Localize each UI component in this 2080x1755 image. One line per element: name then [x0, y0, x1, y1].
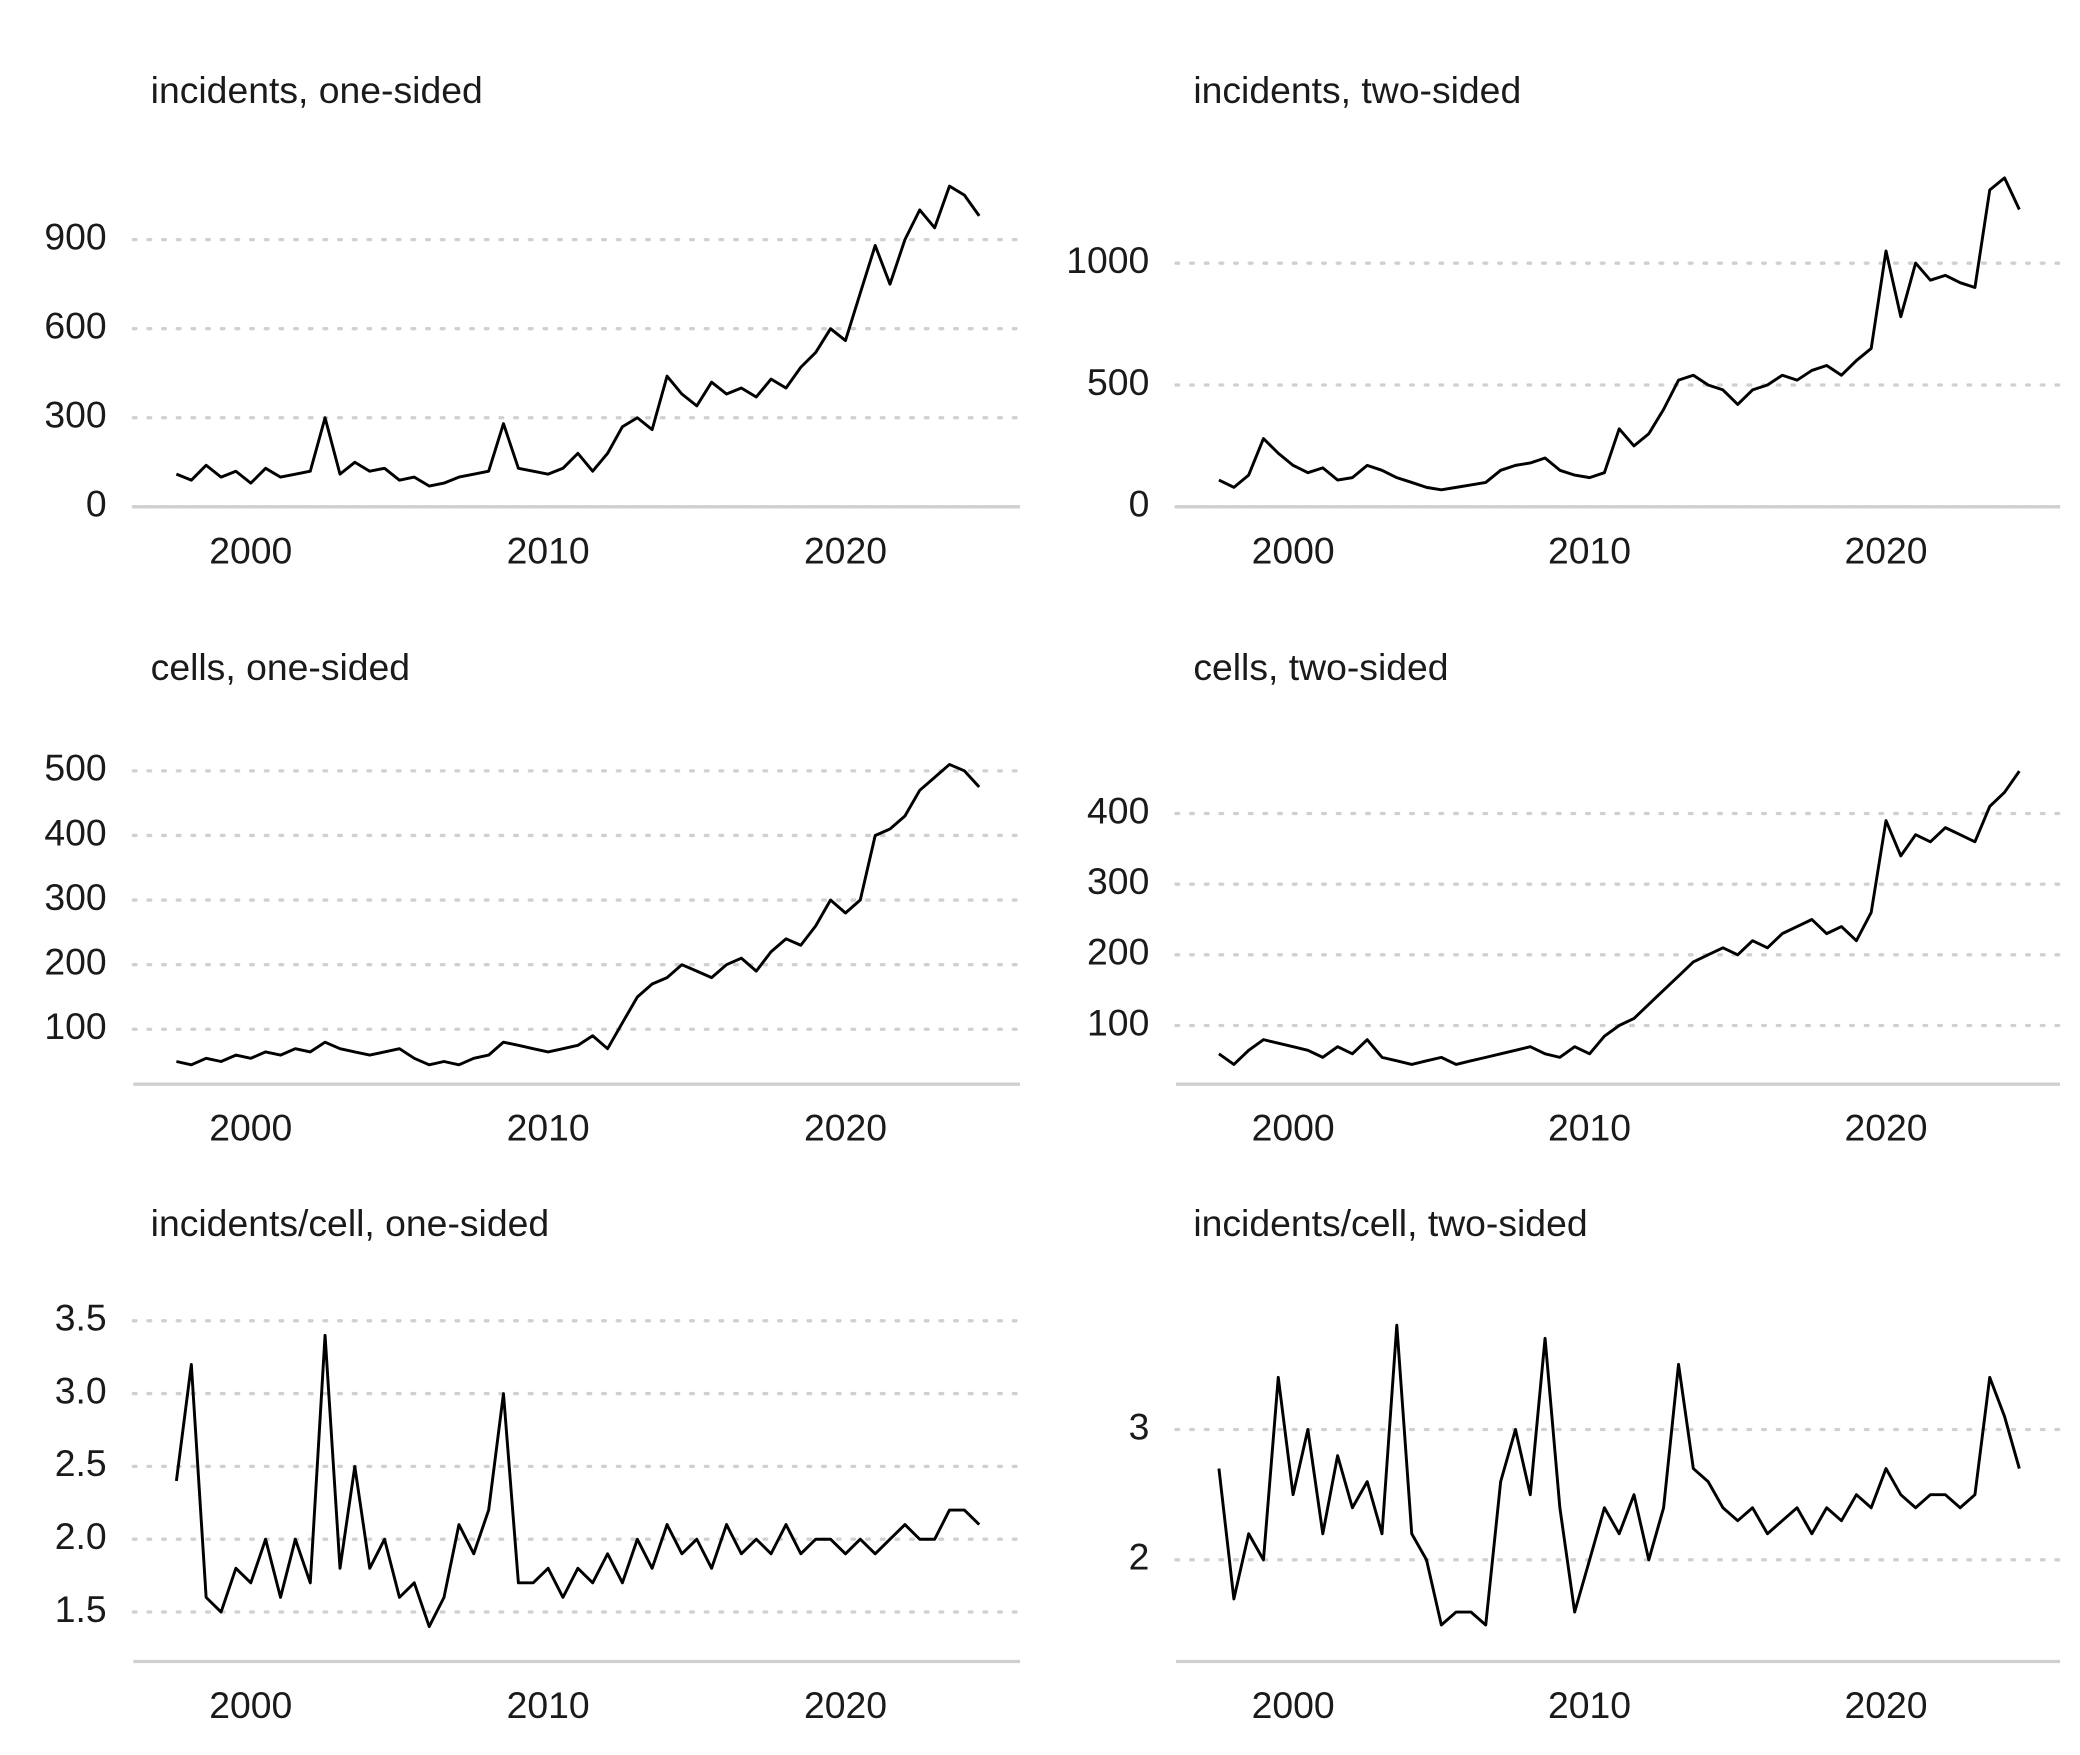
- x-tick-label: 2000: [209, 529, 292, 571]
- x-tick-label: 2020: [804, 1684, 887, 1726]
- panel-title-box: incidents/cell, two-sided: [1193, 1202, 1588, 1245]
- y-tick-label: 400: [44, 811, 106, 853]
- x-tick-label: 2010: [507, 529, 590, 571]
- y-tick-label: 2: [1129, 1536, 1150, 1578]
- data-line: [1217, 1323, 2021, 1627]
- x-tick-label: 2020: [804, 529, 887, 571]
- panel-title-box: cells, one-sided: [150, 646, 411, 689]
- y-tick-label: 3.0: [55, 1369, 107, 1411]
- data-line: [175, 184, 981, 488]
- panel-title-box: incidents, one-sided: [150, 69, 483, 111]
- y-tick-label: 600: [44, 305, 106, 347]
- panel-title: incidents/cell, one-sided: [150, 1202, 550, 1245]
- y-tick-label: 500: [44, 747, 106, 789]
- data-line: [1218, 770, 2021, 1066]
- y-tick-label: 900: [44, 215, 106, 257]
- panel-title: incidents, one-sided: [150, 69, 483, 111]
- x-tick-label: 2000: [1252, 529, 1335, 571]
- y-tick-label: 100: [1087, 1001, 1149, 1043]
- y-tick-label: 1000: [1066, 239, 1149, 281]
- panel-title-box: incidents/cell, one-sided: [150, 1202, 550, 1245]
- panel-title: cells, two-sided: [1193, 646, 1449, 689]
- y-tick-label: 200: [44, 941, 106, 983]
- y-tick-label: 3.5: [55, 1297, 107, 1339]
- x-tick-label: 2010: [1548, 529, 1631, 571]
- y-tick-label: 200: [1087, 931, 1149, 973]
- data-line: [1218, 176, 2021, 492]
- x-tick-label: 2020: [1844, 1684, 1927, 1726]
- x-tick-label: 2000: [209, 1107, 292, 1149]
- y-tick-label: 3: [1129, 1405, 1150, 1447]
- x-tick-label: 2010: [507, 1107, 590, 1149]
- y-tick-label: 2.0: [55, 1515, 107, 1557]
- panel-title: incidents, two-sided: [1193, 69, 1522, 111]
- y-tick-label: 1.5: [55, 1588, 107, 1630]
- data-line: [174, 1333, 981, 1629]
- x-tick-label: 2010: [507, 1684, 590, 1726]
- data-line: [176, 762, 981, 1067]
- x-tick-label: 2000: [209, 1684, 292, 1726]
- x-tick-label: 2020: [1844, 1107, 1927, 1149]
- x-tick-label: 2000: [1252, 1107, 1335, 1149]
- y-tick-label: 300: [44, 394, 106, 436]
- y-tick-label: 300: [44, 876, 106, 918]
- panel-title-box: cells, two-sided: [1193, 646, 1449, 689]
- x-tick-label: 2000: [1252, 1684, 1335, 1726]
- x-tick-label: 2010: [1548, 1684, 1631, 1726]
- x-tick-label: 2020: [1844, 529, 1927, 571]
- y-tick-label: 400: [1087, 789, 1149, 831]
- x-tick-label: 2020: [804, 1107, 887, 1149]
- y-tick-label: 2.5: [55, 1442, 107, 1484]
- y-tick-label: 500: [1087, 361, 1149, 403]
- y-tick-label: 0: [1129, 483, 1150, 525]
- panel-title: incidents/cell, two-sided: [1193, 1202, 1588, 1245]
- y-tick-label: 300: [1087, 860, 1149, 902]
- y-tick-label: 100: [44, 1005, 106, 1047]
- panel-title: cells, one-sided: [150, 646, 411, 689]
- panel-title-box: incidents, two-sided: [1193, 69, 1522, 111]
- y-tick-label: 0: [86, 483, 107, 525]
- x-tick-label: 2010: [1548, 1107, 1631, 1149]
